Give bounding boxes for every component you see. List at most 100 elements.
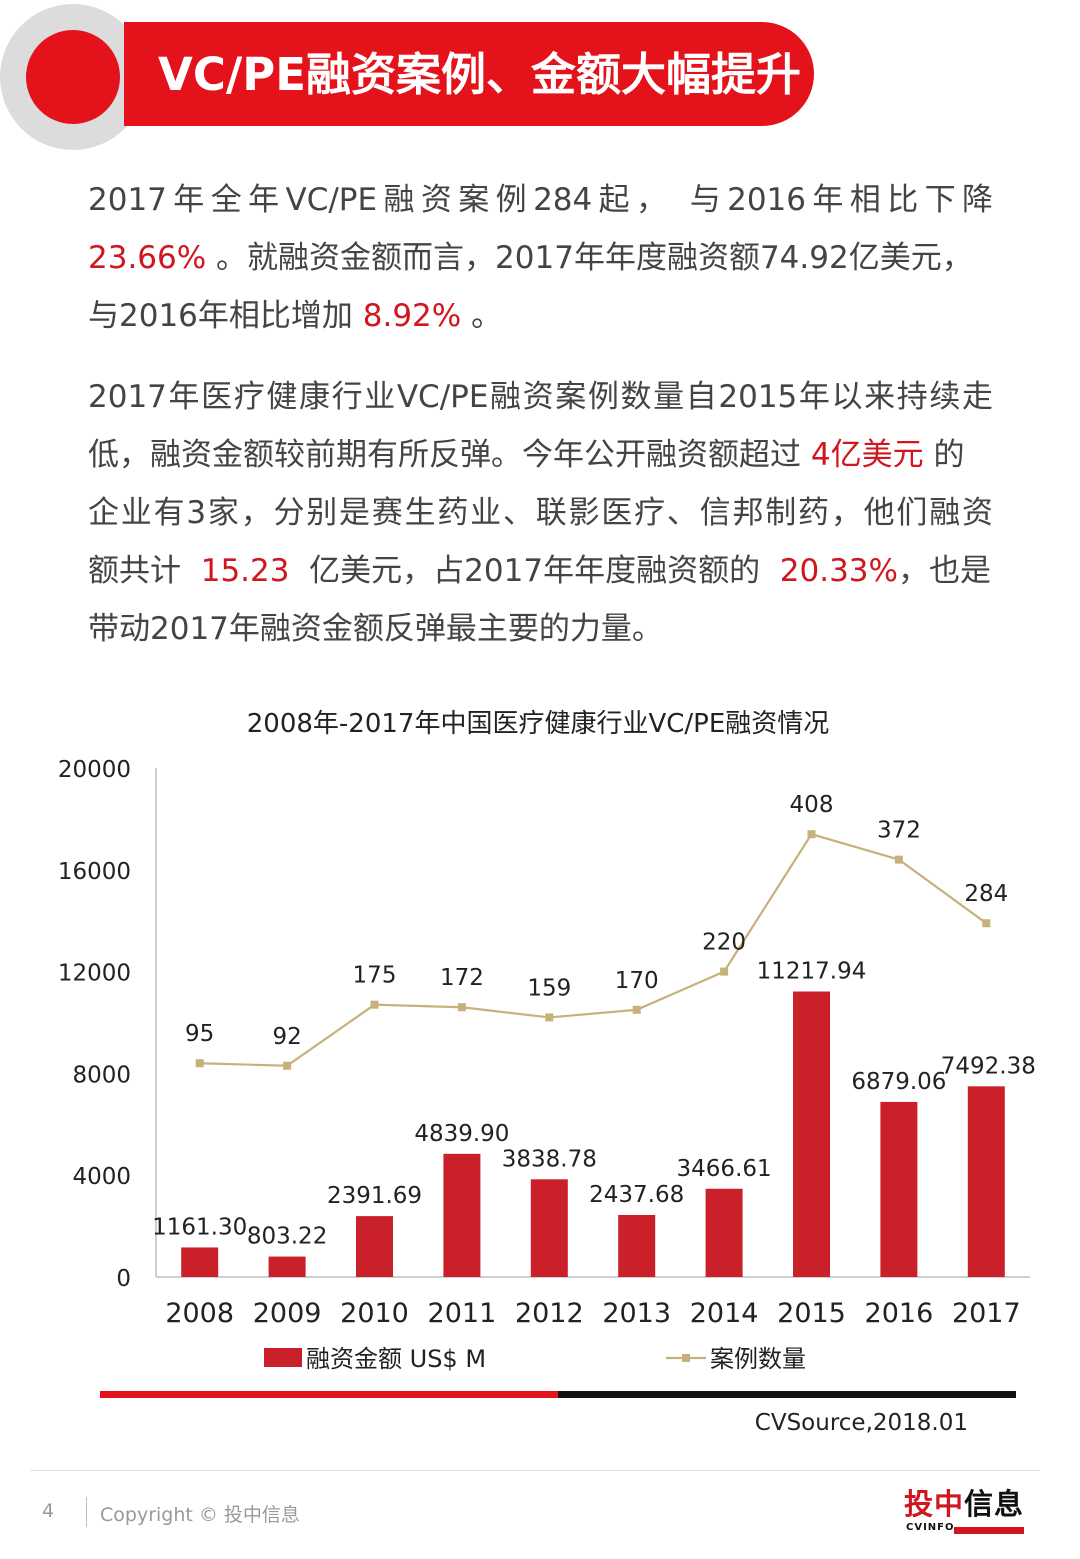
line-value-label: 92 [272, 1024, 301, 1050]
x-tick-label: 2008 [165, 1298, 234, 1329]
line-value-label: 220 [702, 930, 746, 956]
x-tick-label: 2014 [690, 1298, 759, 1329]
bar-value-label: 1161.30 [152, 1214, 247, 1240]
page-title: VC/PE融资案例、金额大幅提升 [158, 48, 802, 101]
bar [530, 1179, 568, 1277]
bar [181, 1247, 219, 1277]
cvinfo-logo: 投中信息 CVINFO [904, 1488, 1026, 1536]
bar-value-label: 2391.69 [327, 1183, 422, 1209]
bar [793, 991, 830, 1277]
share-percent: 20.33% [779, 553, 898, 589]
summary-line-3-text-b: 。 [461, 298, 503, 334]
logo-chinese-red: 投中 [904, 1487, 965, 1521]
bar-value-label: 11217.94 [757, 959, 867, 985]
line-value-label: 159 [527, 975, 571, 1001]
line-marker [894, 855, 903, 864]
source-note: CVSource,2018.01 [754, 1410, 968, 1436]
bar-series [181, 991, 1005, 1277]
line-marker [720, 967, 729, 976]
line-value-label: 372 [877, 818, 921, 844]
decline-percent: 23.66% [88, 240, 207, 276]
line-path [199, 832, 987, 1067]
line-value-label: 408 [790, 792, 834, 818]
header-red-dot [26, 30, 120, 124]
chart-legend: 融资金额 US$ M 案例数量 [264, 1345, 806, 1373]
summary-line-1: 2017年全年VC/PE融资案例284起， 与2016年相比下降 [88, 182, 993, 218]
divider-black [558, 1391, 1016, 1398]
divider-red [100, 1391, 558, 1398]
detail-line-2-text-b: 的 [923, 437, 965, 473]
bar-value-label: 7492.38 [941, 1053, 1036, 1079]
combined-amount: 15.23 [200, 553, 290, 589]
y-tick-label: 4000 [72, 1164, 131, 1190]
line-value-label: 95 [185, 1021, 214, 1047]
logo-english: CVINFO [906, 1522, 955, 1533]
detail-line-5: 带动2017年融资金额反弹最主要的力量。 [88, 611, 663, 647]
summary-line-3: 与2016年相比增加 8.92% 。 [88, 287, 993, 345]
x-tick-label: 2010 [340, 1298, 409, 1329]
bar [618, 1214, 656, 1277]
summary-line-2-text: 。就融资金额而言，2017年年度融资额74.92亿美元， [206, 240, 973, 276]
line-value-label: 175 [353, 963, 397, 989]
line-marker [195, 1059, 204, 1068]
line-marker [982, 919, 991, 928]
detail-line-2-text-a: 低，融资金额较前期有所反弹。今年公开融资额超过 [88, 437, 811, 473]
detail-line-2: 低，融资金额较前期有所反弹。今年公开融资额超过 4亿美元 的 [88, 426, 993, 484]
page-number: 4 [42, 1500, 55, 1522]
x-tick-label: 2016 [865, 1298, 934, 1329]
bar [880, 1101, 918, 1277]
x-tick-label: 2012 [515, 1298, 584, 1329]
line-series [195, 830, 991, 1070]
header-title-bar [124, 22, 814, 126]
legend-label-line: 案例数量 [710, 1345, 806, 1373]
x-tick-label: 2009 [253, 1298, 322, 1329]
y-tick-label: 12000 [58, 961, 131, 987]
logo-chinese-dark: 信息 [964, 1487, 1025, 1521]
footer-divider [30, 1470, 1040, 1471]
x-tick-label: 2011 [428, 1298, 497, 1329]
line-marker [545, 1013, 554, 1022]
detail-line-1: 2017年医疗健康行业VC/PE融资案例数量自2015年以来持续走 [88, 379, 993, 415]
chart-title: 2008年-2017年中国医疗健康行业VC/PE融资情况 [247, 709, 830, 739]
line-marker [632, 1005, 641, 1014]
chart-axes: 0 4000 8000 12000 16000 20000 2008 2009 2010 2011… [58, 757, 1030, 1329]
logo-chinese: 投中信息 [904, 1488, 1026, 1520]
detail-line-4-text-c: ，也是 [897, 553, 991, 589]
x-tick-label: 2017 [952, 1298, 1021, 1329]
bar [705, 1188, 743, 1277]
bar [967, 1086, 1005, 1277]
bar-value-label: 6879.06 [851, 1069, 946, 1095]
x-tick-label: 2013 [602, 1298, 671, 1329]
bar-value-label: 803.22 [247, 1224, 327, 1250]
summary-paragraph: 2017年全年VC/PE融资案例284起， 与2016年相比下降 23.66% … [88, 171, 993, 345]
summary-line-3-text-a: 与2016年相比增加 [88, 298, 363, 334]
bar-value-label: 3466.61 [677, 1156, 772, 1182]
line-marker [457, 1003, 466, 1012]
y-tick-label: 20000 [58, 757, 131, 783]
detail-line-4: 额共计 15.23 亿美元，占2017年年度融资额的 20.33%，也是 [88, 542, 993, 600]
copyright-text: Copyright © 投中信息 [100, 1504, 300, 1526]
bar-value-label: 2437.68 [589, 1182, 684, 1208]
bar-value-label: 4839.90 [414, 1121, 509, 1147]
line-value-label: 170 [615, 968, 659, 994]
detail-line-3: 企业有3家，分别是赛生药业、联影医疗、信邦制药，他们融资 [88, 495, 993, 531]
legend-swatch-bar [264, 1348, 302, 1367]
legend-swatch-marker [682, 1354, 690, 1362]
line-labels: 95 92 175 172 159 170 220 408 372 284 [185, 792, 1008, 1050]
financing-chart: 2008年-2017年中国医疗健康行业VC/PE融资情况 0 4000 8000 12… [58, 709, 1036, 1373]
bar [356, 1216, 393, 1277]
line-marker [370, 1000, 379, 1009]
detail-line-4-text-a: 额共计 [88, 553, 201, 589]
threshold-amount: 4亿美元 [810, 437, 924, 473]
y-tick-label: 16000 [58, 859, 131, 885]
line-marker [283, 1061, 292, 1070]
logo-stripe [954, 1527, 1024, 1534]
bar [443, 1153, 481, 1277]
footer-separator [86, 1497, 87, 1527]
legend-label-bar: 融资金额 US$ M [306, 1345, 486, 1373]
bar-value-label: 3838.78 [502, 1146, 597, 1172]
x-tick-label: 2015 [777, 1298, 846, 1329]
y-tick-label: 8000 [72, 1062, 131, 1088]
bar [268, 1256, 306, 1277]
